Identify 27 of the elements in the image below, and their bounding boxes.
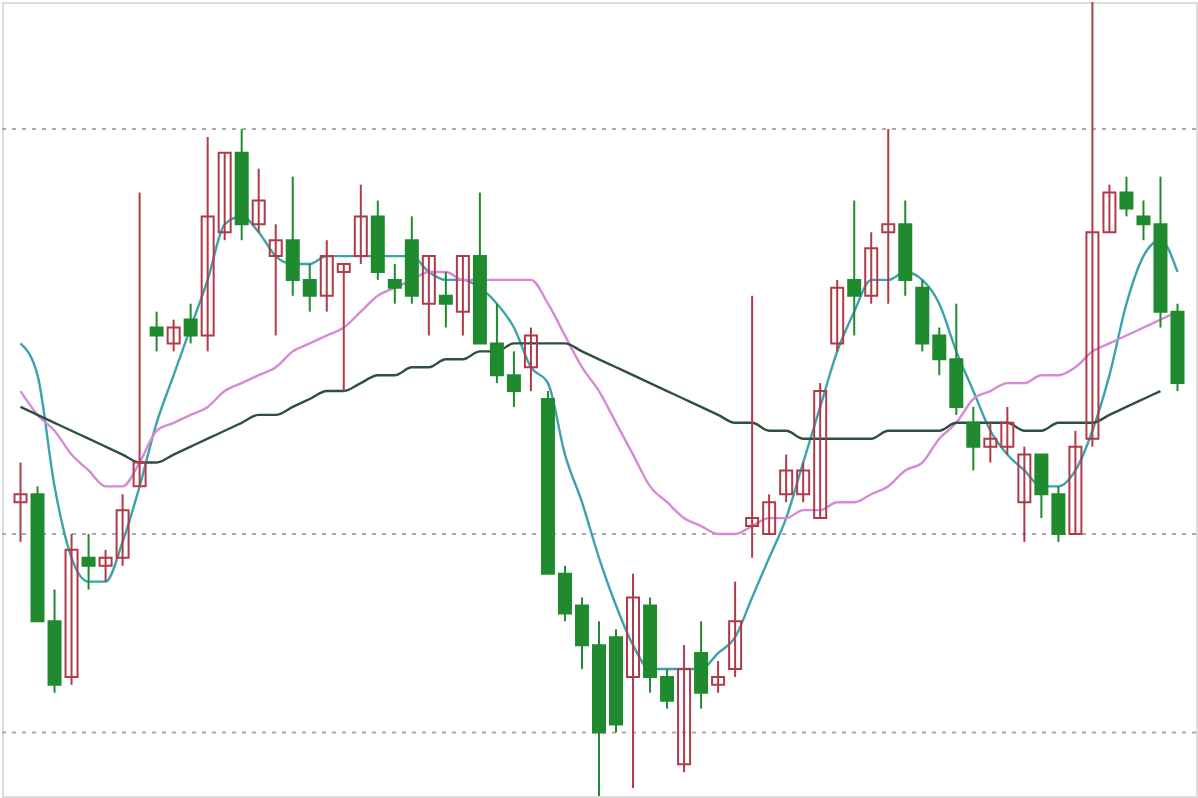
candlestick — [183, 302, 198, 345]
candlestick — [251, 167, 266, 234]
candlestick — [694, 620, 709, 710]
candlestick — [1017, 445, 1032, 543]
candlestick — [847, 199, 862, 337]
candlestick — [864, 231, 879, 305]
candlestick — [677, 644, 692, 774]
candlestick — [438, 270, 453, 329]
candlestick — [966, 405, 981, 472]
candlestick — [13, 461, 28, 543]
candlestick — [626, 572, 641, 790]
candlestick — [1068, 429, 1083, 535]
candlestick — [81, 532, 96, 591]
candlestick — [1119, 175, 1134, 218]
candlestick — [881, 128, 896, 305]
candlestick — [132, 191, 147, 488]
candlestick — [421, 255, 436, 337]
candlestick — [268, 223, 283, 337]
candlestick — [711, 660, 726, 694]
candlestick — [830, 278, 845, 353]
candlestick — [149, 310, 164, 353]
candlestick — [64, 532, 79, 686]
candlestick — [455, 255, 470, 337]
candlestick — [728, 580, 743, 678]
candlestick — [353, 183, 368, 266]
candlestick — [166, 318, 181, 353]
candlestick — [523, 326, 538, 393]
